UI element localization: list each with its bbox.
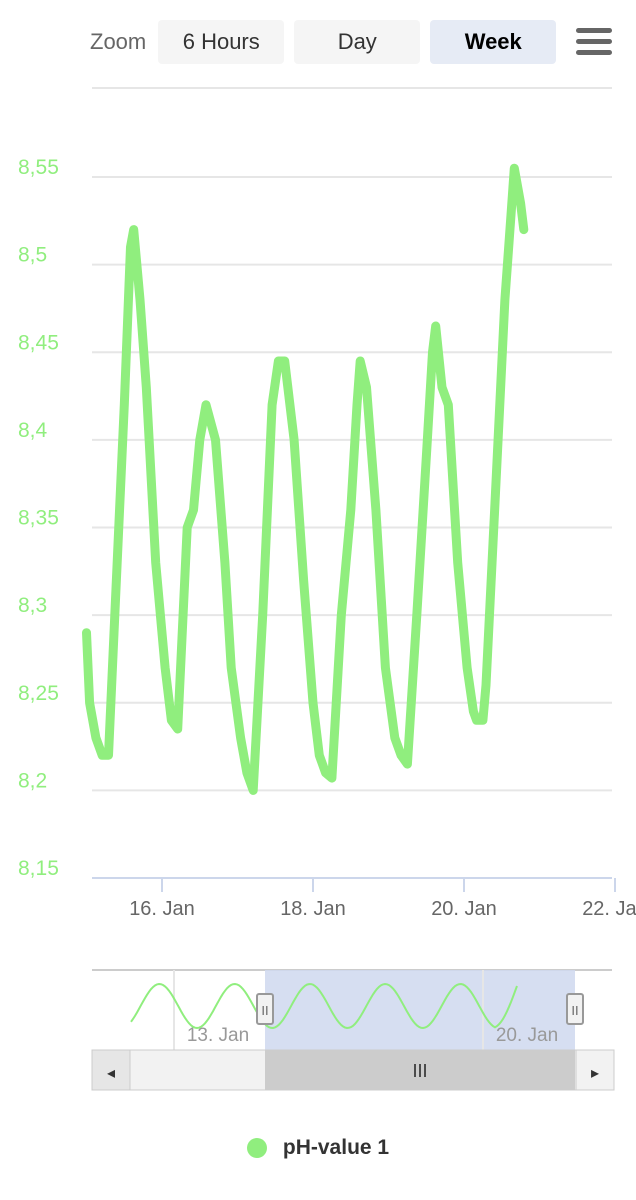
hamburger-menu-icon[interactable] [576,28,612,58]
zoom-label: Zoom [90,29,147,54]
scroll-left-arrow-icon: ◂ [107,1063,115,1082]
zoom-6-hours-button[interactable]: 6 Hours [158,20,285,64]
scroll-right-button[interactable] [575,1049,615,1091]
scrollbar-thumb[interactable] [265,1050,575,1090]
x-tick-label: 20. Jan [431,898,497,920]
series-line [82,163,529,795]
y-tick-label: 8,4 [18,419,48,442]
x-tick-label: 22. Jan [582,898,636,920]
scroll-right-arrow-icon: ▸ [591,1063,599,1082]
zoom-day-button[interactable]: Day [294,20,421,64]
y-axis-labels: 8,15 8,2 8,25 8,3 8,35 8,4 8,45 8,5 8,55 [18,156,59,880]
y-tick-label: 8,55 [18,156,59,179]
y-tick-label: 8,45 [18,331,59,354]
range-selector: Zoom 6 Hours Day Week [90,20,566,64]
x-tick-label: 16. Jan [129,898,195,920]
legend-item-ph-value-1[interactable]: pH-value 1 [282,1136,390,1159]
navigator-tick-label: 20. Jan [496,1025,558,1046]
y-tick-label: 8,5 [18,244,47,267]
y-tick-label: 8,35 [18,507,59,530]
navigator-right-handle[interactable] [566,993,584,1025]
scroll-left-button[interactable] [91,1049,131,1091]
navigator-selected-range[interactable] [265,970,575,1050]
handle-grip-icon: II [261,1003,268,1018]
y-tick-label: 8,2 [18,769,47,792]
zoom-week-button[interactable]: Week [430,20,557,64]
navigator-tick-label: 13. Jan [187,1025,249,1046]
handle-grip-icon: II [571,1003,578,1018]
x-axis: 16. Jan 18. Jan 20. Jan 22. Jan [92,877,636,920]
scrollbar-grip-icon: III [412,1061,427,1081]
legend[interactable]: pH-value 1 [0,1136,636,1160]
y-tick-label: 8,15 [18,857,59,880]
x-tick-label: 18. Jan [280,898,346,920]
legend-marker-icon [246,1138,267,1158]
y-tick-label: 8,3 [18,594,47,617]
navigator-left-handle[interactable] [256,993,274,1025]
chart-svg: 8,15 8,2 8,25 8,3 8,35 8,4 8,45 8,5 8,55 16. Jan… [18,87,636,1091]
y-tick-label: 8,25 [18,682,59,705]
series-pH-value-1 [82,163,529,795]
navigator-series-line [130,982,518,1030]
